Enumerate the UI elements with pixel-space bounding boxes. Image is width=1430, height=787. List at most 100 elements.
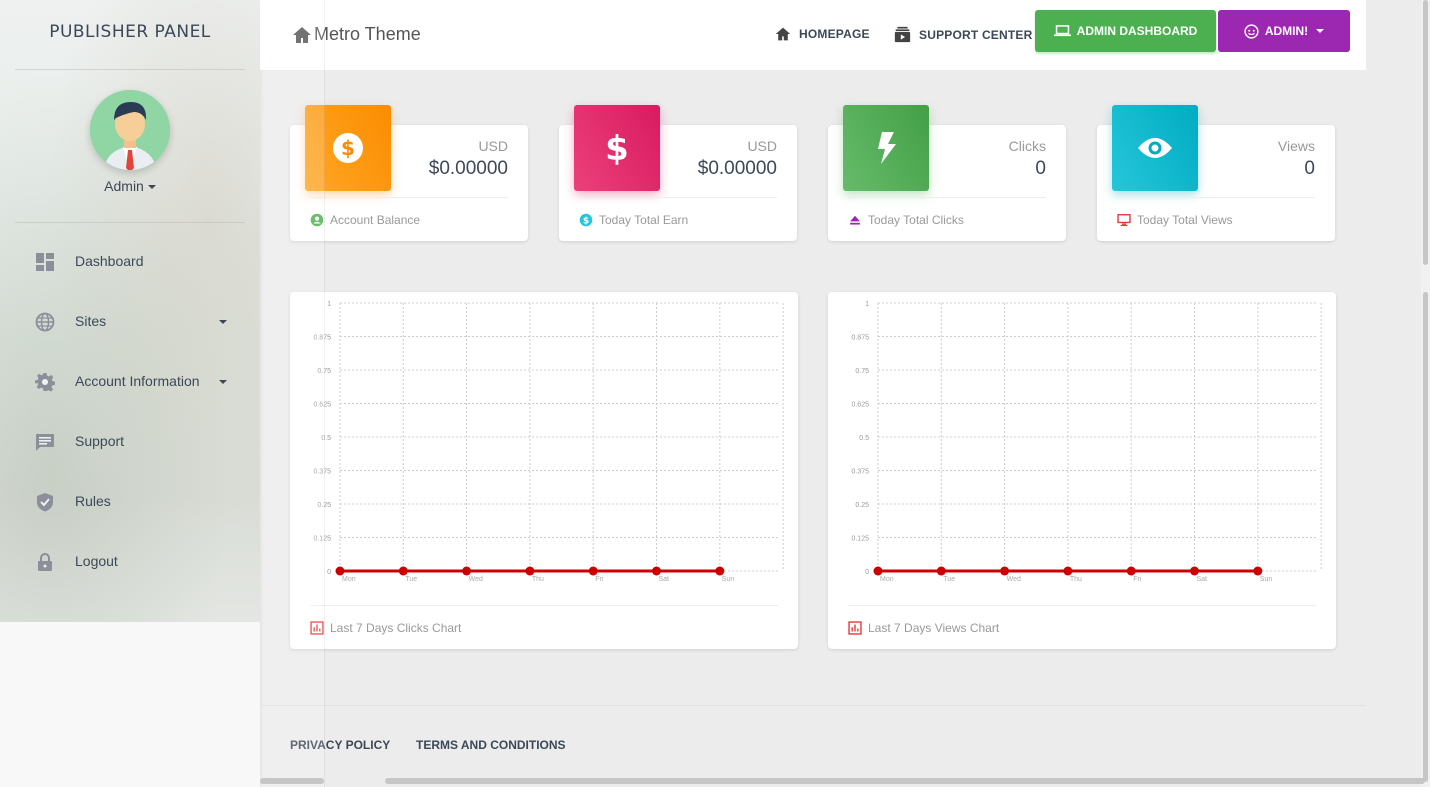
y-tick-label: 1 — [327, 301, 331, 308]
y-tick-label: 1 — [865, 301, 869, 308]
support-center-link[interactable]: SUPPORT CENTER — [894, 26, 1032, 43]
video-library-icon — [894, 26, 911, 43]
chevron-down-icon — [1316, 29, 1325, 33]
user-menu[interactable]: Admin — [0, 178, 260, 194]
card-divider — [848, 605, 1316, 606]
dollar-circle-icon: $ — [579, 213, 593, 227]
data-point — [462, 566, 472, 576]
horizontal-scrollbar-thumb[interactable] — [260, 778, 324, 784]
stat-footer-label: Account Balance — [330, 213, 421, 227]
x-tick-label: Wed — [469, 576, 483, 583]
stat-value: 0 — [1035, 158, 1046, 179]
clicks-chart-card: 0 0.125 0.25 0.375 0.5 0.625 0.75 0.875 1 Mon Tue W… — [290, 292, 798, 649]
sidebar-item-label: Dashboard — [75, 253, 144, 269]
terms-conditions-link[interactable]: TERMS AND CONDITIONS — [416, 738, 566, 752]
sidebar-item-rules[interactable]: Rules — [0, 480, 260, 524]
stat-category: Clicks — [1008, 138, 1046, 154]
chart-footer: Last 7 Days Views Chart — [848, 621, 999, 635]
y-tick-label: 0.5 — [859, 435, 869, 442]
sidebar-item-label: Logout — [75, 553, 118, 569]
admin-dashboard-button[interactable]: ADMIN DASHBOARD — [1035, 10, 1216, 52]
y-tick-label: 0 — [327, 569, 331, 576]
sidebar-item-dashboard[interactable]: Dashboard — [0, 240, 260, 284]
sidebar-item-label: Rules — [75, 493, 111, 509]
sidebar-item-account-information[interactable]: Account Information — [0, 360, 260, 404]
svg-text:$: $ — [605, 131, 629, 165]
y-tick-label: 0.625 — [313, 402, 331, 409]
data-point — [652, 566, 661, 576]
laptop-icon — [1053, 25, 1071, 37]
chart-icon — [310, 621, 324, 635]
data-point — [1000, 566, 1010, 576]
chart-icon — [848, 621, 862, 635]
breadcrumb[interactable]: Metro Theme — [292, 24, 421, 45]
chart-caption: Last 7 Days Views Chart — [868, 621, 1000, 635]
user-name: Admin — [104, 178, 144, 194]
x-tick-label: Fri — [1133, 576, 1142, 583]
stat-badge — [1112, 105, 1198, 191]
home-icon — [775, 27, 791, 41]
sidebar-item-label: Support — [75, 433, 125, 449]
sidebar: PUBLISHER PANEL Admin Dashboard Sites — [0, 0, 260, 787]
clicks-line-chart: 0 0.125 0.25 0.375 0.5 0.625 0.75 0.875 1 Mon Tue W… — [313, 301, 784, 583]
y-tick-label: 0.625 — [851, 402, 869, 409]
card-divider — [848, 197, 1046, 198]
stat-card-today-views: Views 0 Today Total Views — [1097, 105, 1335, 241]
svg-text:$: $ — [583, 217, 589, 227]
face-icon — [1244, 23, 1259, 39]
chevron-down-icon — [147, 185, 156, 190]
vertical-scrollbar-thumb[interactable] — [1423, 292, 1428, 782]
dollar-circle-icon: $ — [333, 133, 363, 163]
homepage-label: HOMEPAGE — [799, 27, 870, 41]
vertical-scrollbar-thumb[interactable] — [1423, 0, 1428, 265]
admin-menu-button[interactable]: ADMIN! — [1218, 10, 1350, 52]
data-point — [873, 566, 883, 576]
x-tick-label: Wed — [1007, 576, 1021, 583]
homepage-link[interactable]: HOMEPAGE — [775, 26, 870, 42]
y-tick-label: 0.25 — [855, 502, 869, 509]
y-tick-label: 0 — [865, 569, 869, 576]
dollar-icon: $ — [605, 131, 629, 165]
admin-dashboard-label: ADMIN DASHBOARD — [1076, 24, 1198, 38]
stat-category: Views — [1277, 138, 1315, 154]
data-point — [1190, 566, 1199, 576]
stat-card-today-clicks: Clicks 0 Today Total Clicks — [828, 105, 1066, 241]
stat-badge: $ — [305, 105, 391, 191]
top-navbar: Metro Theme HOMEPAGE SUPPORT CENTER ADMI… — [260, 0, 1366, 70]
card-divider — [1117, 197, 1315, 198]
admin-menu-label: ADMIN! — [1264, 24, 1309, 38]
stat-footer: Today Total Views — [1117, 213, 1233, 227]
y-tick-label: 0.875 — [313, 335, 331, 342]
y-tick-label: 0.5 — [321, 435, 331, 442]
footer-divider — [260, 705, 1366, 706]
sidebar-item-support[interactable]: Support — [0, 420, 260, 464]
stat-footer-label: Today Total Earn — [599, 213, 689, 227]
y-tick-label: 0.125 — [313, 536, 331, 543]
sidebar-item-sites[interactable]: Sites — [0, 300, 260, 344]
chevron-down-icon — [219, 320, 227, 324]
stat-footer-label: Today Total Clicks — [868, 213, 964, 227]
y-tick-label: 0.375 — [851, 469, 869, 476]
data-point — [398, 566, 408, 576]
privacy-policy-link[interactable]: PRIVACY POLICY — [290, 738, 391, 752]
x-tick-label: Sun — [1260, 576, 1273, 583]
lock-icon — [38, 553, 52, 571]
x-tick-label: Sat — [659, 576, 670, 583]
x-tick-label: Sat — [1197, 576, 1208, 583]
horizontal-scrollbar-thumb[interactable] — [385, 778, 1425, 784]
y-tick-label: 0.75 — [317, 368, 331, 375]
avatar[interactable] — [90, 90, 170, 170]
eject-icon — [850, 215, 860, 225]
sidebar-logo[interactable]: PUBLISHER PANEL — [49, 22, 211, 42]
globe-icon — [35, 312, 55, 332]
stat-value: $0.00000 — [428, 158, 508, 179]
shield-check-icon — [37, 493, 53, 512]
monitor-icon — [1117, 214, 1131, 227]
dashboard-icon — [36, 253, 54, 271]
home-icon — [293, 26, 311, 43]
sidebar-item-label: Account Information — [75, 373, 200, 389]
svg-text:$: $ — [341, 136, 355, 160]
sidebar-item-logout[interactable]: Logout — [0, 540, 260, 584]
stat-card-today-earn: $ USD $0.00000 $ Today Total Earn — [559, 105, 797, 241]
bolt-icon — [878, 132, 896, 164]
